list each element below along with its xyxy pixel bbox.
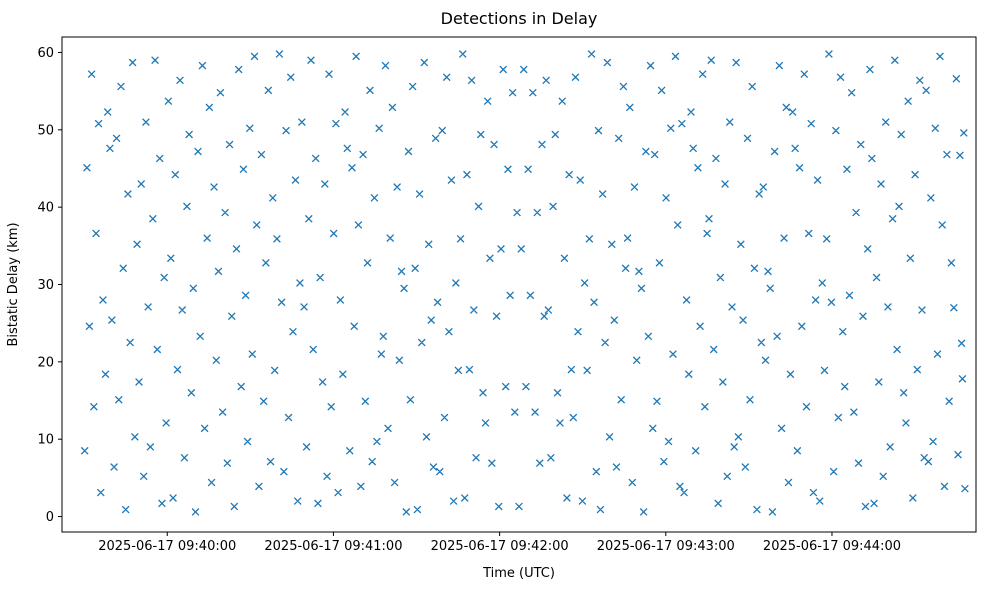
axes: 2025-06-17 09:40:00 2025-06-17 09:41:00 20… [37,36,977,554]
y-tick-label: 30 [37,278,54,293]
x-tick-label: 2025-06-17 09:43:00 [597,539,735,554]
plot-frame [61,36,977,533]
y-tick-label: 10 [37,433,54,448]
scatter-points-path [80,50,969,516]
x-tick-label: 2025-06-17 09:40:00 [98,539,236,554]
y-tick-label: 50 [37,123,54,138]
x-tick-label: 2025-06-17 09:44:00 [763,539,901,554]
x-tick-label: 2025-06-17 09:42:00 [431,539,569,554]
y-tick-label: 60 [37,46,54,61]
data-points [80,50,969,516]
y-tick-label: 20 [37,355,54,370]
x-tick-label: 2025-06-17 09:41:00 [264,539,402,554]
chart-title: Detections in Delay [441,9,598,28]
y-axis-label: Bistatic Delay (km) [6,222,21,346]
y-tick-label: 40 [37,201,54,216]
y-tick-label: 0 [46,510,54,525]
x-axis-label: Time (UTC) [482,566,555,581]
